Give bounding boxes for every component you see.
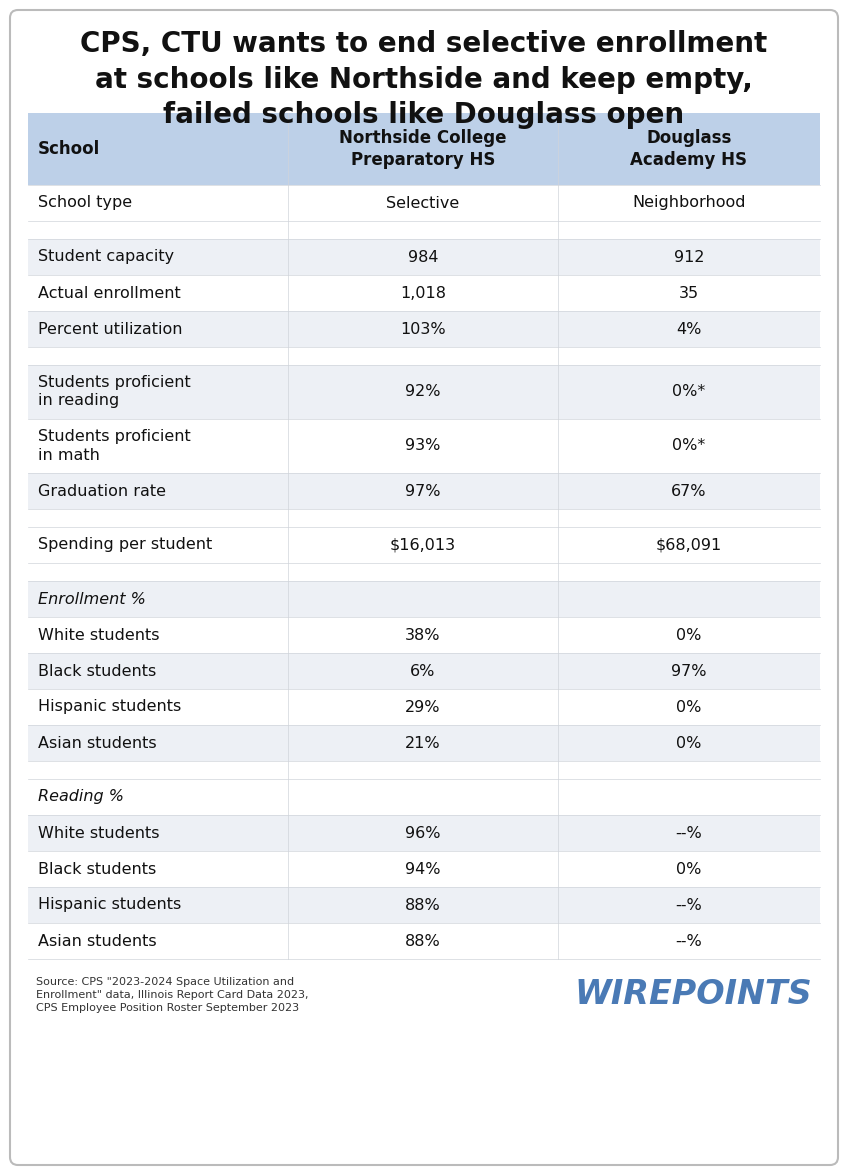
Bar [28, 959, 820, 1030]
Bar [28, 779, 820, 815]
Text: $68,091: $68,091 [656, 537, 722, 552]
Text: Percent utilization: Percent utilization [38, 322, 182, 336]
Text: Actual enrollment: Actual enrollment [38, 286, 181, 301]
Text: 88%: 88% [405, 933, 441, 948]
Text: Student capacity: Student capacity [38, 249, 174, 264]
Text: Asian students: Asian students [38, 933, 157, 948]
Text: 94%: 94% [405, 861, 441, 877]
Text: School: School [38, 140, 100, 157]
Text: 103%: 103% [400, 322, 446, 336]
Text: Selective: Selective [387, 195, 460, 210]
Bar [28, 617, 820, 653]
Text: 97%: 97% [405, 483, 441, 498]
Text: 984: 984 [408, 249, 438, 264]
Text: WIREPOINTS: WIREPOINTS [574, 979, 812, 1012]
Text: Reading %: Reading % [38, 790, 124, 805]
Text: Enrollment %: Enrollment % [38, 591, 146, 606]
Text: 0%: 0% [677, 861, 701, 877]
Bar [28, 311, 820, 347]
Text: 29%: 29% [405, 699, 441, 714]
Text: 97%: 97% [672, 664, 706, 678]
Text: Spending per student: Spending per student [38, 537, 212, 552]
Text: 93%: 93% [405, 438, 441, 454]
Text: Students proficient
in reading: Students proficient in reading [38, 376, 191, 409]
Bar [28, 924, 820, 959]
Bar [28, 887, 820, 924]
Bar [28, 419, 820, 474]
Bar [28, 275, 820, 311]
Text: 1,018: 1,018 [400, 286, 446, 301]
Text: 0%*: 0%* [672, 384, 706, 400]
Text: --%: --% [676, 826, 702, 840]
Text: Graduation rate: Graduation rate [38, 483, 166, 498]
Text: Asian students: Asian students [38, 736, 157, 751]
Bar [28, 509, 820, 528]
Bar [28, 689, 820, 725]
Bar [28, 221, 820, 239]
Text: $16,013: $16,013 [390, 537, 456, 552]
Bar [28, 184, 820, 221]
Bar [28, 113, 820, 184]
Text: 0%: 0% [677, 736, 701, 751]
FancyBboxPatch shape [10, 11, 838, 1164]
Text: --%: --% [676, 933, 702, 948]
Text: CPS, CTU wants to end selective enrollment
at schools like Northside and keep em: CPS, CTU wants to end selective enrollme… [81, 31, 767, 129]
Text: Black students: Black students [38, 664, 156, 678]
Text: Northside College
Preparatory HS: Northside College Preparatory HS [339, 129, 507, 169]
Text: 6%: 6% [410, 664, 436, 678]
Bar [28, 815, 820, 851]
Bar [28, 653, 820, 689]
Text: 92%: 92% [405, 384, 441, 400]
Text: 96%: 96% [405, 826, 441, 840]
Text: 67%: 67% [672, 483, 706, 498]
Bar [28, 725, 820, 761]
Text: 0%*: 0%* [672, 438, 706, 454]
Text: School type: School type [38, 195, 132, 210]
Text: 912: 912 [674, 249, 704, 264]
Text: Neighborhood: Neighborhood [633, 195, 745, 210]
Text: 38%: 38% [405, 627, 441, 643]
Text: White students: White students [38, 826, 159, 840]
Bar [28, 580, 820, 617]
Bar [28, 563, 820, 580]
Text: 35: 35 [679, 286, 699, 301]
Bar [28, 528, 820, 563]
Text: 21%: 21% [405, 736, 441, 751]
Text: --%: --% [676, 898, 702, 913]
Bar [28, 347, 820, 365]
Text: Douglass
Academy HS: Douglass Academy HS [631, 129, 747, 169]
Bar [28, 474, 820, 509]
Bar [28, 239, 820, 275]
Text: Black students: Black students [38, 861, 156, 877]
Bar [28, 851, 820, 887]
Text: Source: CPS "2023-2024 Space Utilization and
Enrollment" data, Illinois Report C: Source: CPS "2023-2024 Space Utilization… [36, 976, 309, 1013]
Text: 88%: 88% [405, 898, 441, 913]
Text: 0%: 0% [677, 627, 701, 643]
Text: White students: White students [38, 627, 159, 643]
Bar [28, 365, 820, 419]
Text: Students proficient
in math: Students proficient in math [38, 430, 191, 463]
Text: Hispanic students: Hispanic students [38, 699, 181, 714]
Text: 0%: 0% [677, 699, 701, 714]
Text: 4%: 4% [677, 322, 701, 336]
Text: Hispanic students: Hispanic students [38, 898, 181, 913]
Bar [28, 761, 820, 779]
